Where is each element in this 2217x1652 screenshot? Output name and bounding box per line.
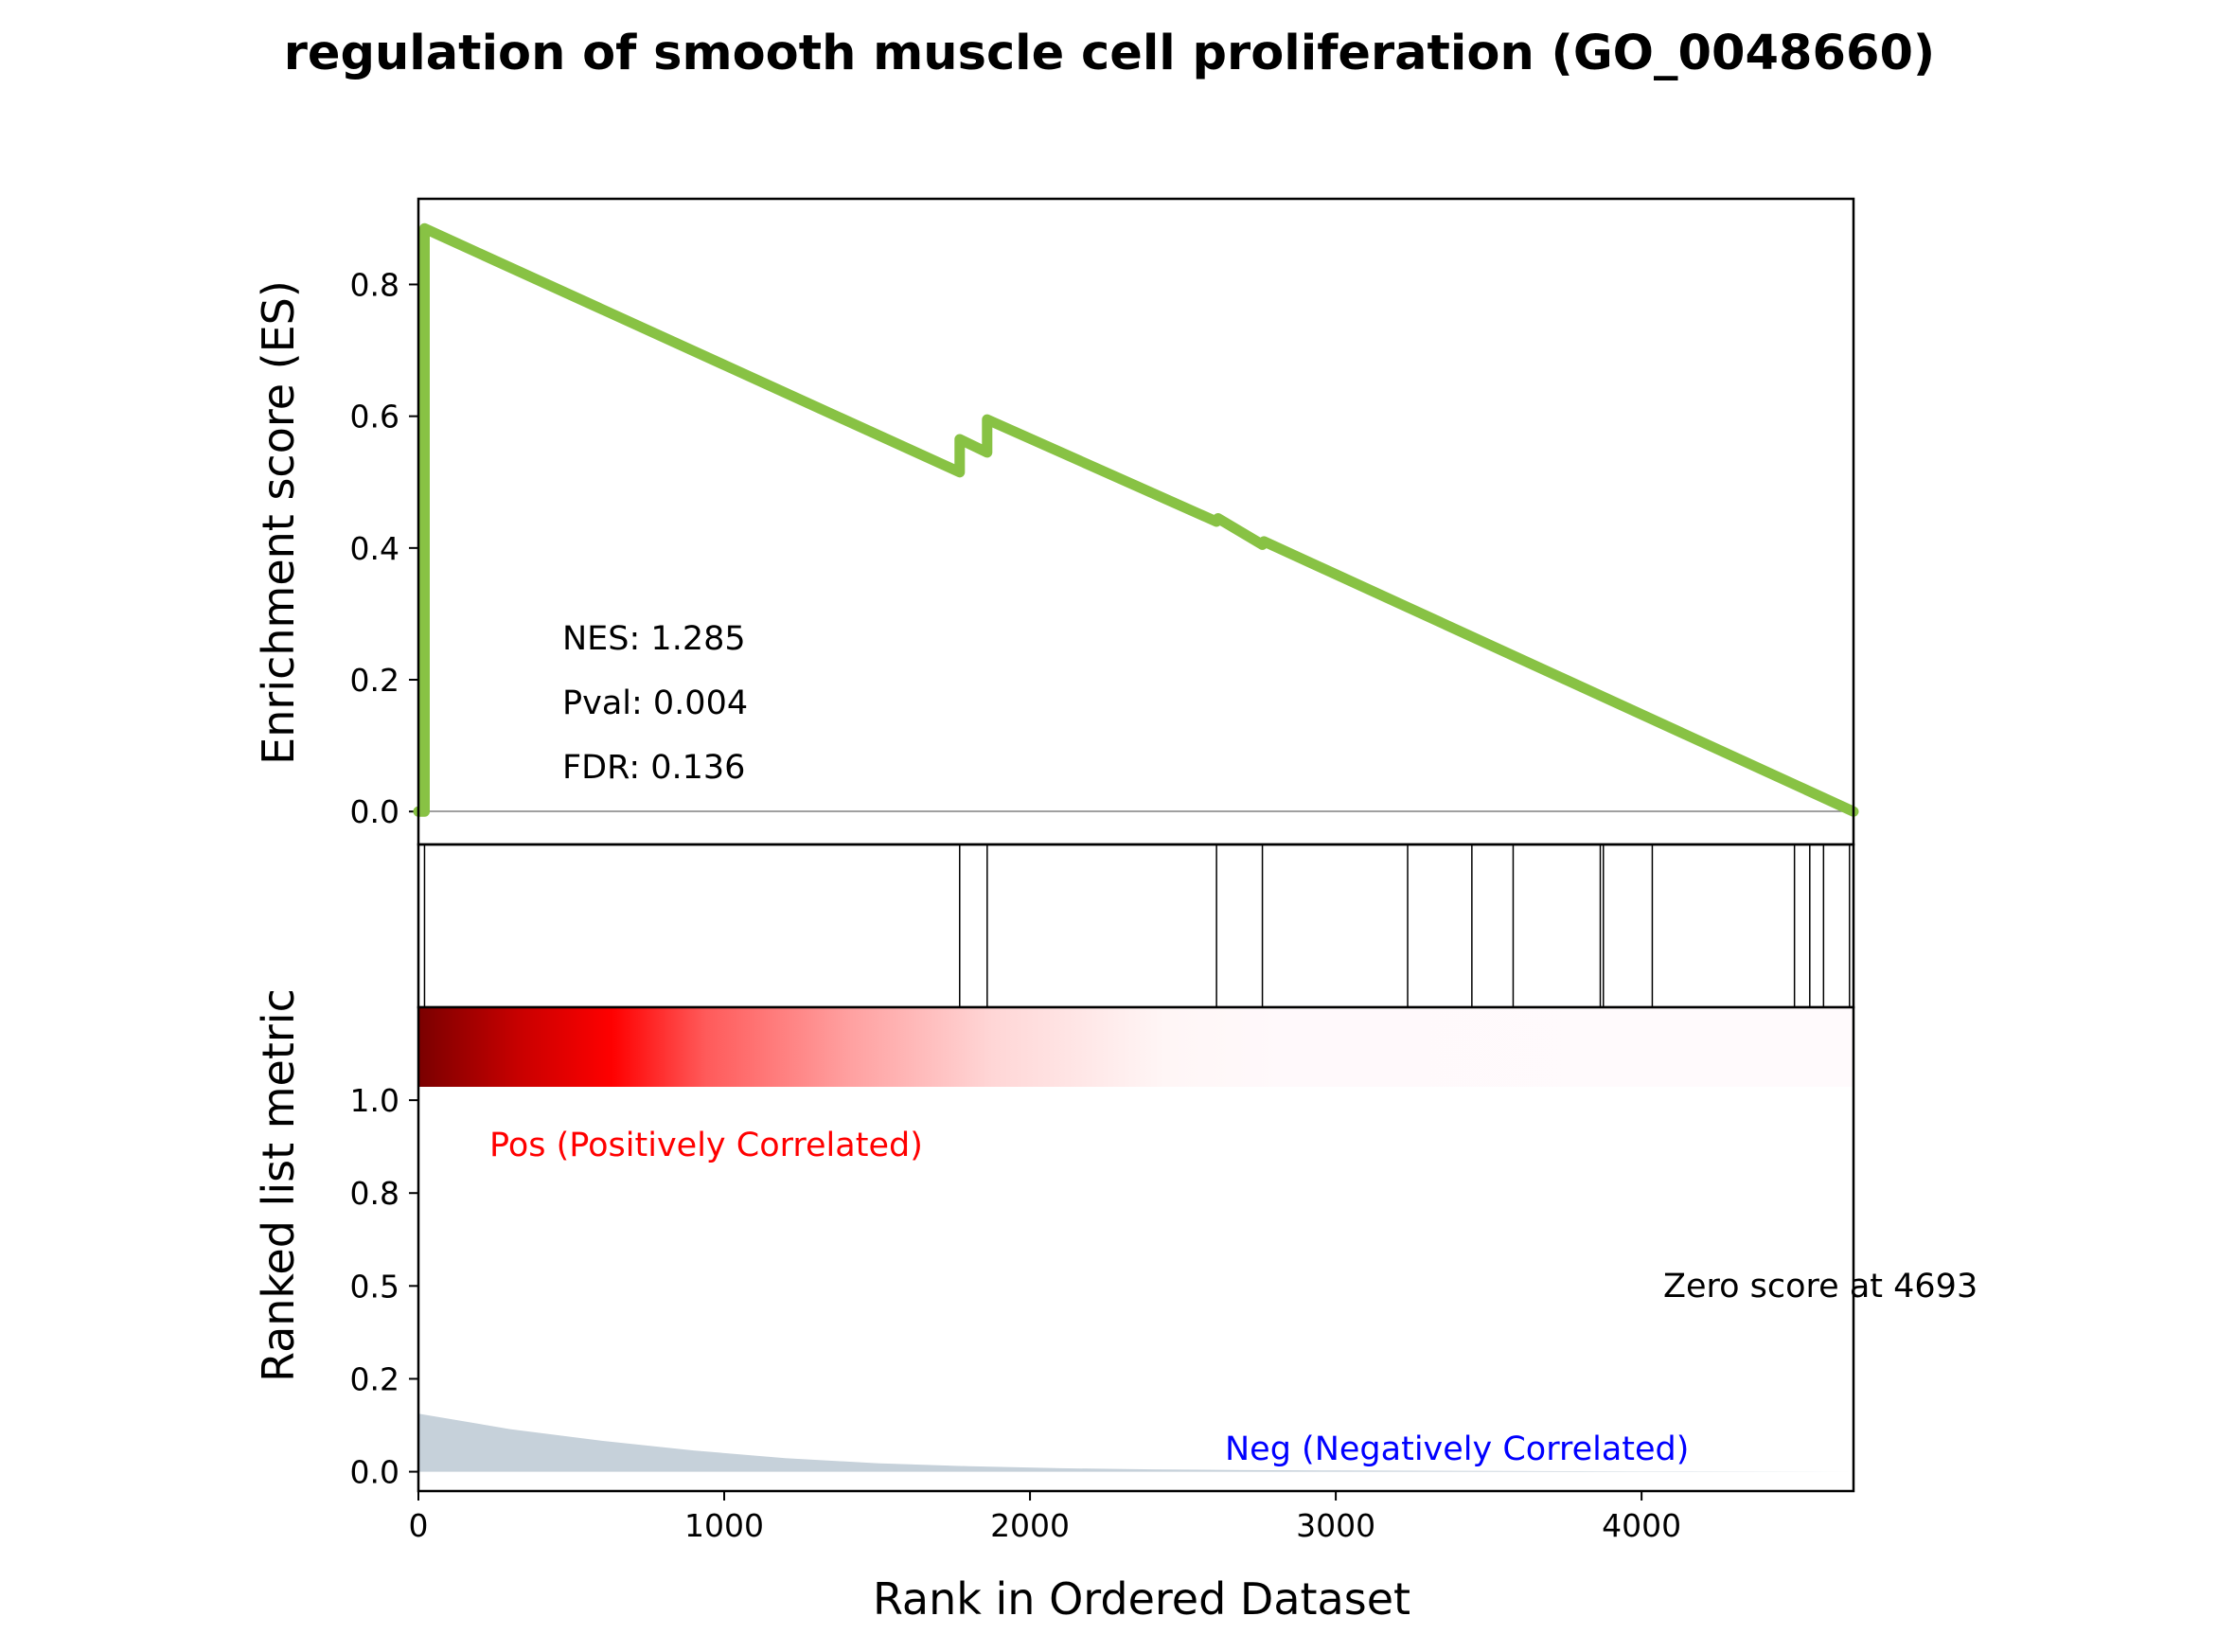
x-tick-label: 2000: [990, 1507, 1070, 1544]
metric-y-tick-label: 0.8: [350, 1175, 399, 1212]
x-axis-ticks: 0 1000 2000 3000 4000: [409, 1491, 1681, 1544]
pos-correlated-label: Pos (Positively Correlated): [489, 1127, 923, 1164]
metric-y-tick-label: 0.0: [350, 1454, 399, 1491]
es-y-tick-label: 0.0: [350, 793, 399, 830]
metric-y-axis-label: Ranked list metric: [253, 988, 304, 1382]
es-y-tick-label: 0.4: [350, 530, 399, 567]
es-y-tick-label: 0.8: [350, 266, 399, 303]
hits-panel: [417, 843, 1855, 1009]
nes-stat: NES: 1.285: [562, 620, 746, 658]
es-curve-line: [413, 222, 1859, 817]
x-tick-label: 0: [409, 1507, 429, 1544]
zero-score-label: Zero score at 4693: [1663, 1268, 1978, 1306]
pval-stat: Pval: 0.004: [562, 684, 748, 722]
es-panel-frame: [417, 197, 1855, 846]
metric-y-tick-label: 1.0: [350, 1082, 399, 1119]
hits-panel-frame: [417, 843, 1855, 1009]
metric-area: [418, 1413, 1853, 1472]
metric-y-tick-label: 0.2: [350, 1360, 399, 1397]
es-y-tick-label: 0.6: [350, 399, 399, 435]
metric-panel-frame: [417, 1005, 1855, 1493]
chart-title: regulation of smooth muscle cell prolife…: [284, 26, 1936, 81]
metric-y-tick-label: 0.5: [350, 1268, 399, 1305]
x-tick-label: 4000: [1602, 1507, 1681, 1544]
x-axis-label: Rank in Ordered Dataset: [873, 1573, 1410, 1625]
es-panel: 0.0 0.2 0.4 0.6 0.8 NES: 1.285 Pval: 0.004 F…: [350, 197, 1859, 846]
metric-panel: 0.0 0.2 0.5 0.8 1.0 Pos (Positively Correlat…: [350, 1005, 1978, 1493]
metric-y-ticks: 0.0 0.2 0.5 0.8 1.0: [350, 1082, 418, 1491]
x-tick-label: 1000: [684, 1507, 764, 1544]
es-y-tick-label: 0.2: [350, 662, 399, 699]
fdr-stat: FDR: 0.136: [562, 749, 745, 787]
rank-color-bar: [418, 1007, 1853, 1087]
es-y-axis-label: Enrichment score (ES): [253, 280, 304, 765]
es-y-ticks: 0.0 0.2 0.4 0.6 0.8: [350, 266, 418, 830]
hit-lines: [423, 844, 1851, 1007]
neg-correlated-label: Neg (Negatively Correlated): [1225, 1430, 1689, 1468]
x-tick-label: 3000: [1296, 1507, 1375, 1544]
